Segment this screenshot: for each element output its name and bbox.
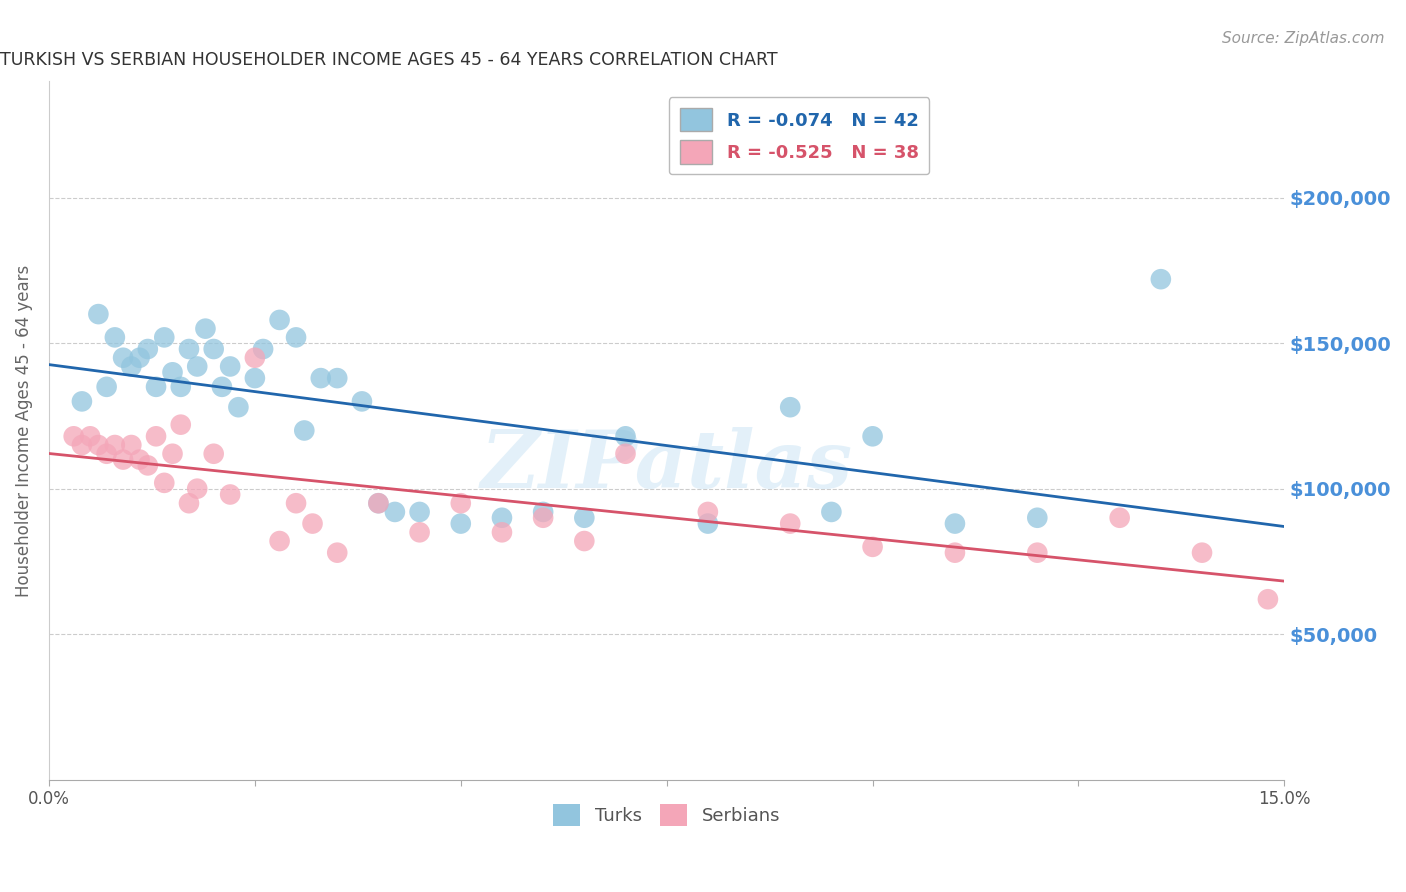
Point [1108, 510, 1130, 524]
Point [384, 505, 406, 519]
Point [574, 534, 596, 549]
Point [862, 540, 884, 554]
Point [285, 330, 308, 344]
Point [87, 438, 110, 452]
Point [186, 482, 208, 496]
Point [326, 546, 349, 560]
Point [120, 438, 142, 452]
Point [350, 394, 373, 409]
Point [408, 525, 430, 540]
Point [112, 351, 135, 365]
Point [531, 505, 554, 519]
Point [367, 496, 389, 510]
Point [491, 510, 513, 524]
Point [219, 359, 242, 374]
Point [269, 534, 291, 549]
Point [136, 342, 159, 356]
Point [1026, 546, 1049, 560]
Point [285, 496, 308, 510]
Point [170, 380, 193, 394]
Point [112, 452, 135, 467]
Point [194, 321, 217, 335]
Point [491, 525, 513, 540]
Point [1191, 546, 1213, 560]
Point [120, 359, 142, 374]
Point [177, 342, 200, 356]
Y-axis label: Householder Income Ages 45 - 64 years: Householder Income Ages 45 - 64 years [15, 264, 32, 597]
Point [252, 342, 274, 356]
Point [779, 516, 801, 531]
Point [450, 496, 472, 510]
Point [1257, 592, 1279, 607]
Point [309, 371, 332, 385]
Point [202, 342, 225, 356]
Point [70, 394, 93, 409]
Point [943, 516, 966, 531]
Point [162, 447, 184, 461]
Point [96, 447, 118, 461]
Point [153, 475, 176, 490]
Point [128, 351, 150, 365]
Point [292, 424, 315, 438]
Point [1150, 272, 1173, 286]
Point [243, 371, 266, 385]
Point [145, 380, 167, 394]
Text: ZIPatlas: ZIPatlas [481, 426, 853, 504]
Point [62, 429, 84, 443]
Text: TURKISH VS SERBIAN HOUSEHOLDER INCOME AGES 45 - 64 YEARS CORRELATION CHART: TURKISH VS SERBIAN HOUSEHOLDER INCOME AG… [0, 51, 778, 69]
Point [326, 371, 349, 385]
Point [574, 510, 596, 524]
Point [170, 417, 193, 432]
Point [79, 429, 101, 443]
Point [408, 505, 430, 519]
Point [136, 458, 159, 473]
Point [450, 516, 472, 531]
Point [219, 487, 242, 501]
Point [96, 380, 118, 394]
Point [70, 438, 93, 452]
Point [228, 401, 250, 415]
Point [614, 429, 637, 443]
Point [531, 510, 554, 524]
Point [367, 496, 389, 510]
Point [87, 307, 110, 321]
Point [243, 351, 266, 365]
Point [1026, 510, 1049, 524]
Point [104, 438, 127, 452]
Point [301, 516, 323, 531]
Point [186, 359, 208, 374]
Legend: Turks, Serbians: Turks, Serbians [546, 797, 787, 833]
Point [614, 447, 637, 461]
Point [820, 505, 842, 519]
Text: Source: ZipAtlas.com: Source: ZipAtlas.com [1222, 31, 1385, 46]
Point [145, 429, 167, 443]
Point [862, 429, 884, 443]
Point [162, 365, 184, 379]
Point [211, 380, 233, 394]
Point [696, 516, 718, 531]
Point [128, 452, 150, 467]
Point [943, 546, 966, 560]
Point [153, 330, 176, 344]
Point [104, 330, 127, 344]
Point [269, 313, 291, 327]
Point [779, 401, 801, 415]
Point [177, 496, 200, 510]
Point [202, 447, 225, 461]
Point [696, 505, 718, 519]
